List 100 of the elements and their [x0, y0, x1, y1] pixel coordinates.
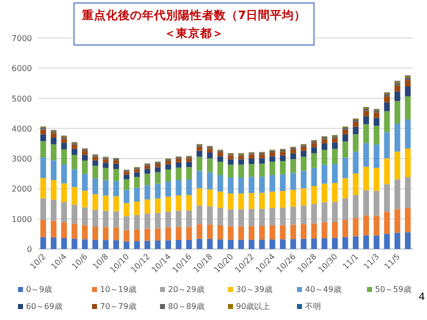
bar — [154, 198, 161, 213]
bar — [270, 162, 276, 176]
bar — [186, 195, 192, 210]
bar — [176, 227, 182, 240]
text: 4 — [418, 292, 425, 303]
bar — [186, 179, 192, 196]
bar — [102, 227, 109, 240]
bar — [280, 191, 286, 208]
bar — [61, 149, 67, 164]
bar — [113, 196, 119, 212]
bar — [165, 240, 172, 249]
bar — [248, 154, 254, 158]
bar — [352, 236, 359, 249]
bar — [384, 111, 390, 132]
bar — [50, 133, 56, 138]
bar — [72, 187, 78, 205]
bar — [238, 226, 244, 240]
bar — [300, 170, 306, 188]
bar — [384, 184, 390, 212]
bar — [207, 224, 213, 239]
bar — [332, 222, 338, 238]
bar — [113, 160, 119, 164]
bar — [248, 226, 254, 240]
bar — [259, 154, 265, 158]
bar — [384, 212, 390, 234]
bar — [72, 154, 78, 170]
bar — [134, 176, 140, 188]
bar — [332, 164, 338, 184]
y-tick-label: 4000 — [12, 124, 32, 134]
bar — [61, 183, 67, 202]
bar — [280, 152, 286, 156]
bar — [196, 188, 202, 206]
bar — [50, 220, 56, 238]
bar — [228, 194, 234, 210]
bar — [144, 214, 150, 229]
bar — [176, 210, 182, 228]
bar — [102, 196, 109, 211]
bar — [228, 240, 234, 249]
bar — [259, 240, 265, 249]
bar — [352, 122, 359, 127]
bar — [300, 156, 306, 171]
bar — [300, 150, 306, 157]
bar — [322, 202, 328, 222]
bar — [134, 169, 140, 172]
bar — [40, 237, 46, 249]
bar — [332, 183, 338, 202]
bar — [124, 190, 130, 204]
bar — [124, 172, 130, 175]
bar — [311, 223, 317, 238]
bar — [92, 166, 98, 178]
bar — [72, 148, 78, 155]
bar — [332, 142, 338, 149]
bar — [40, 178, 46, 198]
bar — [207, 152, 213, 158]
bar — [124, 241, 130, 249]
bar — [280, 174, 286, 192]
bar — [342, 237, 348, 249]
bar — [311, 147, 317, 154]
bar — [248, 158, 254, 164]
bar — [228, 159, 234, 165]
bar — [207, 189, 213, 206]
bar — [154, 172, 161, 184]
bar — [228, 164, 234, 178]
bar — [248, 192, 254, 209]
bar — [176, 240, 182, 249]
bar — [113, 227, 119, 240]
bar — [82, 174, 88, 191]
bar — [352, 134, 359, 152]
bar — [207, 158, 213, 172]
bar — [144, 166, 150, 169]
y-tick-label: 2000 — [12, 184, 32, 194]
chart-subtitle: ＜東京都＞ — [164, 26, 224, 40]
bar — [290, 190, 296, 207]
bar — [363, 215, 369, 236]
bar — [186, 167, 192, 180]
bar — [311, 238, 317, 249]
bar — [322, 238, 328, 249]
bar — [144, 228, 150, 241]
bar — [207, 238, 213, 249]
bar — [374, 144, 380, 168]
bar — [342, 134, 348, 142]
bar — [270, 225, 276, 240]
bar — [374, 112, 380, 118]
bar — [72, 169, 78, 188]
bar — [363, 143, 369, 167]
bar — [165, 164, 172, 170]
bar — [196, 146, 202, 151]
bar — [374, 118, 380, 126]
bar — [82, 151, 88, 155]
bar — [404, 232, 411, 249]
legend-label: 60～69歳 — [26, 302, 62, 311]
bar — [342, 141, 348, 158]
bar — [124, 174, 130, 180]
bar — [280, 208, 286, 226]
bar — [176, 158, 182, 162]
bar — [404, 208, 411, 232]
bar — [394, 152, 400, 180]
bar — [113, 240, 119, 249]
bar — [92, 210, 98, 227]
bar — [61, 138, 67, 143]
